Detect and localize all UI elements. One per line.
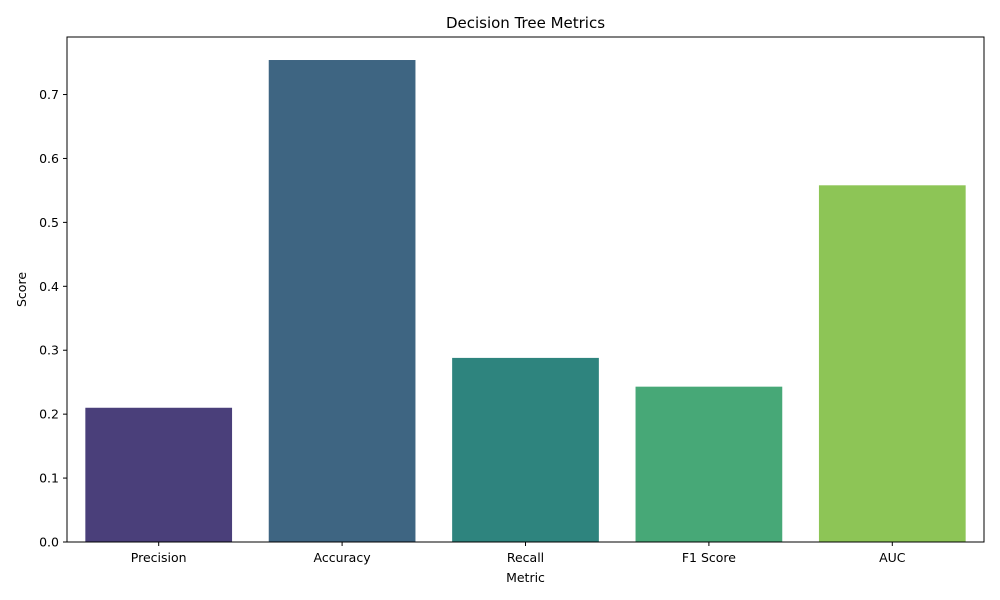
- y-tick-label: 0.2: [39, 407, 59, 422]
- chart-title: Decision Tree Metrics: [446, 14, 605, 32]
- bar-auc: [818, 185, 966, 542]
- y-tick-label: 0.1: [39, 471, 59, 486]
- bar-accuracy: [268, 60, 416, 542]
- bar-recall: [452, 357, 599, 542]
- x-tick-label: Recall: [507, 550, 544, 565]
- x-tick-label: Precision: [131, 550, 187, 565]
- x-tick-label: AUC: [879, 550, 906, 565]
- y-tick-label: 0.5: [39, 215, 59, 230]
- y-tick-label: 0.3: [39, 343, 59, 358]
- x-axis-label: Metric: [506, 570, 545, 585]
- bar-f1-score: [635, 386, 783, 542]
- y-axis-label: Score: [14, 272, 29, 307]
- plot-frame: [66, 36, 985, 543]
- x-tick-label: Accuracy: [314, 550, 372, 565]
- y-tick-label: 0.0: [39, 535, 59, 550]
- bar-precision: [85, 407, 233, 542]
- plot-area: Precision Accuracy Recall F1 Score AUC 0.0 0.1…: [39, 60, 966, 565]
- x-tick-label: F1 Score: [682, 550, 736, 565]
- y-tick-label: 0.6: [39, 151, 59, 166]
- y-tick-label: 0.7: [39, 87, 59, 102]
- y-tick-label: 0.4: [39, 279, 59, 294]
